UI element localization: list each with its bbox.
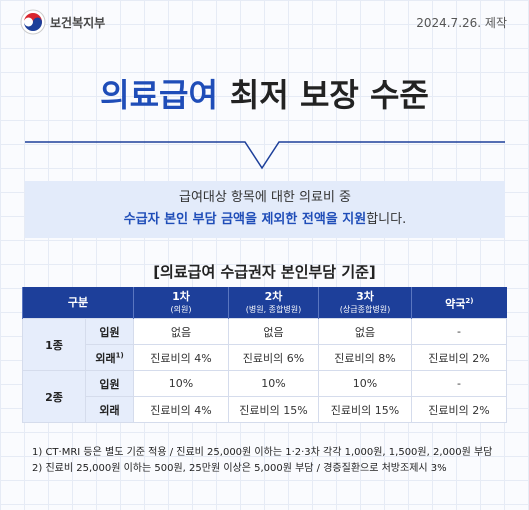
table-cell: 10% (318, 370, 412, 397)
table-body: 1종 입원 없음 없음 없음 - 외래1) 진료비의 4% 진료비의 6% 진료비의 8% 진료비의… (22, 318, 507, 423)
table-cell: - (411, 370, 507, 397)
table-cell: 진료비의 4% (133, 396, 229, 423)
row-label-text: 외래 (99, 403, 120, 417)
row-label: 입원 (85, 370, 134, 397)
header-sub: (의원) (170, 304, 192, 314)
table-cell: 진료비의 15% (318, 396, 412, 423)
row-label: 외래1) (85, 344, 134, 371)
table-cell: 진료비의 6% (228, 344, 319, 371)
intro-box: 급여대상 항목에 대한 의료비 중 수급자 본인 부담 금액을 제외한 전액을 … (25, 181, 505, 238)
table-caption: [의료급여 수급권자 본인부담 기준] (153, 263, 376, 281)
table-cell: 10% (228, 370, 319, 397)
intro-rest: 합니다. (366, 212, 407, 227)
table-cell: 10% (133, 370, 229, 397)
date: 2024.7.26. 제작 (416, 16, 507, 30)
row-label-text: 외래 (95, 351, 116, 365)
table-cell: 진료비의 2% (411, 396, 507, 423)
header-cell: 구분 (22, 287, 134, 319)
table-cell: - (411, 318, 507, 345)
table-row: 외래 진료비의 4% 진료비의 15% 진료비의 15% 진료비의 2% (23, 396, 507, 423)
header-note: 2) (465, 296, 474, 305)
table: 구분 1차 (의원) 2차 (병원, 종합병원) 3차 (상급종합병원) 약국2) 1… (22, 287, 507, 423)
header-name: 약국 (445, 297, 466, 311)
footnote: 2) 진료비 25,000원 이하는 500원, 25만원 이상은 5,000원… (32, 463, 447, 474)
header-cell: 2차 (병원, 종합병원) (228, 287, 319, 319)
divider (25, 141, 505, 170)
table-cell: 진료비의 15% (228, 396, 319, 423)
header-sub: (상급종합병원) (339, 304, 391, 314)
table-cell: 진료비의 2% (411, 344, 507, 371)
footnote: 1) CT·MRI 등은 별도 기준 적용 / 진료비 25,000원 이하는 … (32, 447, 493, 458)
intro-line: 급여대상 항목에 대한 의료비 중 (178, 190, 351, 205)
header-sub: (병원, 종합병원) (245, 304, 302, 314)
header-row: 구분 1차 (의원) 2차 (병원, 종합병원) 3차 (상급종합병원) 약국2) (22, 287, 507, 319)
table-row: 2종 입원 10% 10% 10% - (22, 370, 507, 423)
logo (20, 9, 46, 35)
intro-line: 수급자 본인 부담 금액을 제외한 전액을 지원합니다. (25, 209, 505, 231)
row-label: 외래 (85, 396, 134, 423)
header-cell: 약국2) (411, 287, 507, 319)
header-cell: 1차 (의원) (133, 287, 229, 319)
table-cell: 없음 (133, 318, 229, 345)
title-highlight: 의료급여 (100, 76, 218, 114)
row-label-note: 1) (115, 350, 124, 359)
table-row: 외래1) 진료비의 4% 진료비의 6% 진료비의 8% 진료비의 2% (23, 344, 507, 371)
group-cell: 1종 (22, 318, 86, 371)
ministry-name: 보건복지부 (50, 16, 106, 30)
table-cell: 진료비의 4% (133, 344, 229, 371)
header-name: 1차 (172, 289, 190, 303)
title-rest: 최저 보장 수준 (229, 76, 429, 114)
row-label-text: 입원 (99, 377, 120, 391)
header-name: 2차 (264, 289, 283, 303)
table-row: 1종 입원 없음 없음 없음 - (22, 318, 507, 371)
table-cell: 진료비의 8% (318, 344, 412, 371)
row-label: 입원 (85, 318, 134, 345)
table-cell: 없음 (318, 318, 412, 345)
group-cell: 2종 (22, 370, 86, 423)
intro-highlight: 수급자 본인 부담 금액을 제외한 전액을 지원 (123, 212, 367, 227)
table-cell: 없음 (228, 318, 319, 345)
row-label-text: 입원 (99, 325, 120, 339)
header-name: 3차 (356, 289, 374, 303)
header-cell: 3차 (상급종합병원) (318, 287, 412, 319)
title: 의료급여 최저 보장 수준 (0, 70, 529, 116)
